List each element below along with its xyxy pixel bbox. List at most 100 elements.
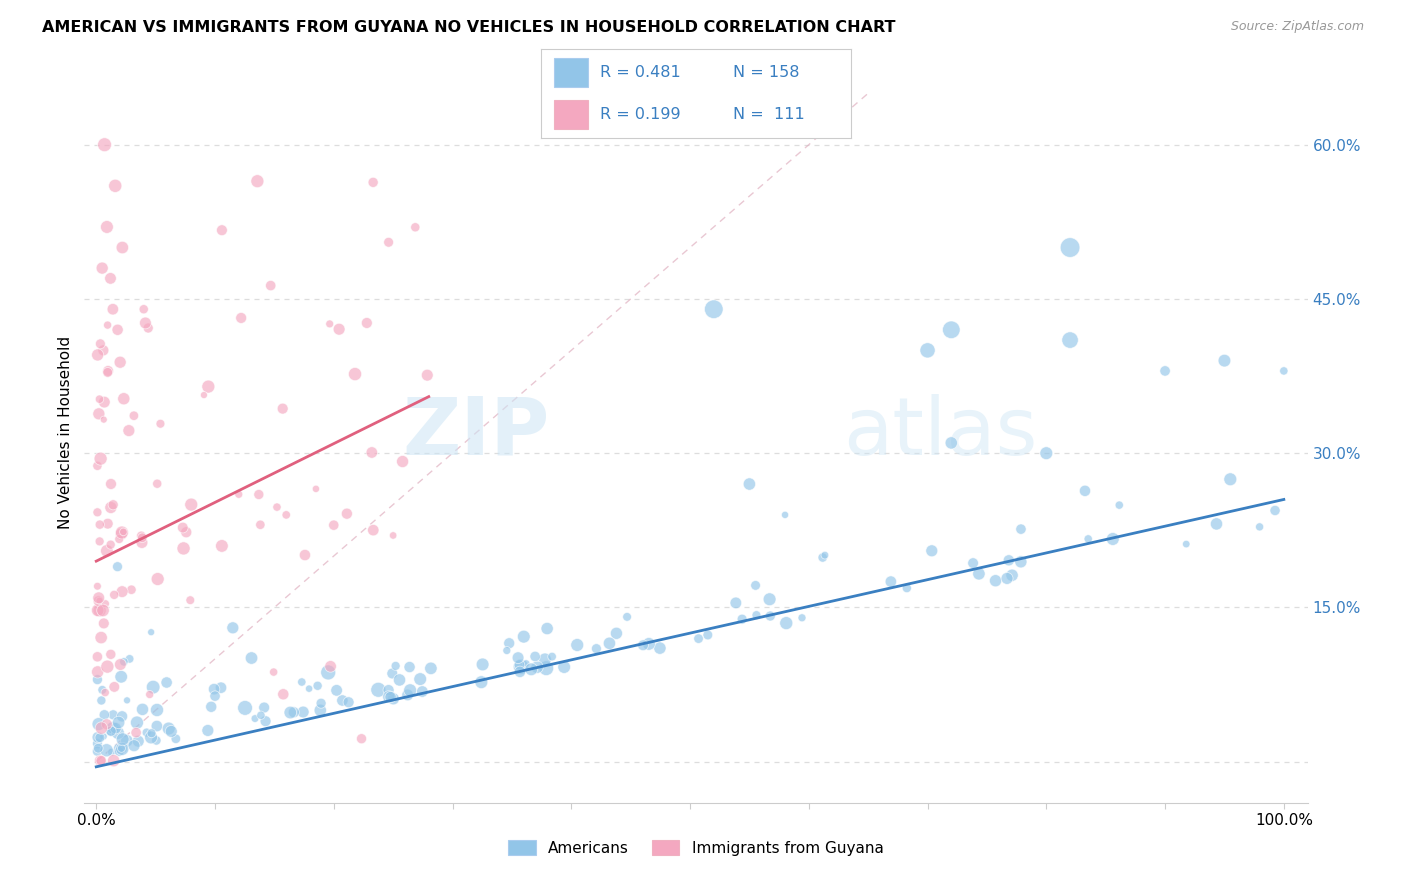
Point bbox=[110, 657, 132, 672]
Point bbox=[179, 593, 201, 607]
Point bbox=[110, 527, 132, 541]
Point bbox=[298, 681, 321, 696]
Point bbox=[139, 731, 162, 745]
Point bbox=[962, 556, 984, 570]
Point bbox=[100, 271, 122, 285]
Point bbox=[541, 649, 564, 664]
Point bbox=[111, 709, 134, 723]
Point bbox=[1272, 364, 1295, 378]
Point bbox=[100, 724, 122, 739]
Point bbox=[380, 690, 402, 704]
Text: ZIP: ZIP bbox=[402, 393, 550, 472]
Point bbox=[86, 579, 108, 593]
Point bbox=[146, 572, 169, 586]
Point bbox=[149, 417, 172, 431]
Point bbox=[471, 657, 494, 672]
Point bbox=[350, 731, 373, 746]
Point bbox=[318, 317, 340, 331]
Point bbox=[307, 679, 329, 693]
Point bbox=[536, 661, 558, 675]
Legend: Americans, Immigrants from Guyana: Americans, Immigrants from Guyana bbox=[502, 834, 890, 862]
Point bbox=[271, 401, 294, 416]
Text: N = 158: N = 158 bbox=[733, 65, 800, 79]
Point bbox=[319, 659, 342, 673]
Point bbox=[696, 628, 718, 642]
Point bbox=[361, 175, 384, 189]
Point bbox=[89, 593, 111, 607]
Point bbox=[129, 529, 152, 543]
Point bbox=[495, 643, 517, 657]
Point bbox=[86, 458, 108, 473]
Point bbox=[100, 538, 122, 552]
Point bbox=[336, 507, 359, 521]
Point bbox=[93, 616, 115, 631]
Point bbox=[553, 660, 575, 674]
Point bbox=[93, 395, 115, 409]
Point bbox=[250, 708, 273, 723]
Point bbox=[520, 662, 543, 676]
Point bbox=[921, 543, 943, 558]
Point bbox=[93, 412, 115, 426]
Point bbox=[1074, 483, 1097, 498]
Point bbox=[384, 659, 406, 673]
Point bbox=[283, 706, 305, 720]
Point bbox=[814, 548, 837, 562]
Point bbox=[93, 730, 115, 744]
Point bbox=[122, 739, 145, 753]
Point bbox=[330, 693, 353, 707]
Point bbox=[917, 343, 939, 358]
Point bbox=[316, 665, 339, 680]
Point bbox=[585, 641, 607, 656]
Text: Source: ZipAtlas.com: Source: ZipAtlas.com bbox=[1230, 20, 1364, 33]
Point bbox=[104, 721, 127, 735]
Point bbox=[744, 578, 766, 592]
Point bbox=[278, 706, 301, 720]
Point bbox=[118, 652, 141, 666]
Point bbox=[616, 610, 638, 624]
Point bbox=[773, 508, 796, 522]
Point bbox=[110, 741, 132, 756]
Point bbox=[249, 517, 271, 532]
Point bbox=[276, 508, 298, 522]
Point bbox=[138, 688, 160, 702]
Point bbox=[509, 665, 531, 679]
Point bbox=[536, 622, 558, 636]
Point bbox=[156, 675, 179, 690]
Point bbox=[416, 368, 439, 383]
Point bbox=[172, 520, 194, 534]
Point bbox=[246, 174, 269, 188]
Point bbox=[96, 219, 118, 234]
Point bbox=[377, 683, 399, 698]
Point bbox=[515, 657, 537, 671]
Point bbox=[233, 701, 256, 715]
Point bbox=[97, 364, 120, 378]
Point bbox=[107, 323, 129, 337]
Point bbox=[131, 535, 153, 549]
Point bbox=[703, 302, 725, 317]
Point bbox=[100, 745, 122, 759]
Point bbox=[378, 690, 401, 704]
Point bbox=[100, 477, 122, 491]
Point bbox=[211, 539, 233, 553]
Point bbox=[396, 688, 419, 702]
Point bbox=[107, 715, 129, 730]
Point bbox=[101, 302, 124, 317]
Point bbox=[89, 754, 111, 768]
Point bbox=[790, 611, 813, 625]
Point bbox=[388, 673, 411, 687]
Point bbox=[97, 318, 120, 332]
Point bbox=[399, 683, 422, 698]
Point bbox=[93, 343, 115, 358]
Text: N =  111: N = 111 bbox=[733, 107, 804, 121]
Point bbox=[111, 742, 134, 756]
Point bbox=[87, 594, 110, 608]
Point bbox=[404, 220, 426, 235]
Point bbox=[638, 637, 661, 651]
Point bbox=[86, 348, 108, 362]
Point bbox=[107, 559, 129, 574]
Point bbox=[127, 734, 149, 748]
Point bbox=[160, 724, 183, 739]
Point bbox=[120, 582, 142, 597]
Point bbox=[157, 722, 180, 736]
Point bbox=[995, 571, 1018, 585]
